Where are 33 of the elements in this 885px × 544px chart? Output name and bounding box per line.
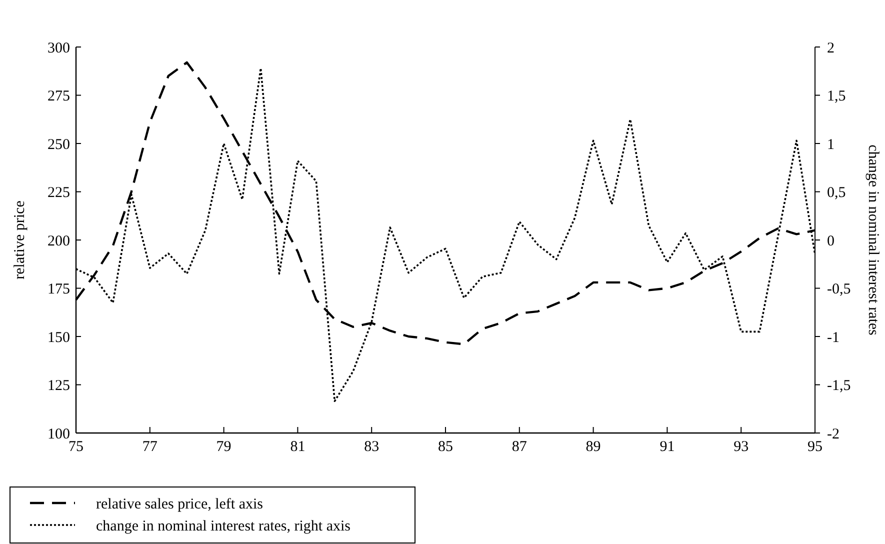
- x-tick-label: 93: [734, 439, 749, 455]
- y-tick-label: 100: [48, 426, 70, 442]
- y2-tick-label: 0,5: [827, 185, 846, 201]
- x-tick-label: 81: [290, 439, 306, 455]
- legend-label: relative sales price, left axis: [96, 496, 264, 512]
- y2-tick-label: -2: [827, 426, 840, 442]
- y-tick-label: 125: [48, 378, 70, 394]
- y2-tick-label: -0,5: [827, 282, 851, 298]
- x-tick-label: 95: [808, 439, 822, 455]
- y2-tick-label: 2: [827, 40, 834, 56]
- y2-tick-label: -1: [827, 330, 840, 346]
- x-tick-label: 91: [660, 439, 675, 455]
- y2-tick-label: 1,5: [827, 88, 846, 104]
- y2-tick-label: 0: [827, 233, 834, 250]
- x-tick-label: 87: [512, 439, 528, 455]
- y-tick-label: 200: [48, 233, 70, 250]
- y2-tick-label: -1,5: [827, 378, 851, 394]
- y2-tick-label: 1: [827, 136, 834, 153]
- x-tick-label: 75: [68, 439, 84, 455]
- legend-label: change in nominal interest rates, right axis: [96, 518, 351, 534]
- x-tick-label: 79: [216, 439, 232, 455]
- x-tick-label: 85: [438, 439, 453, 455]
- y2-axis-title: change in nominal interest rates: [865, 144, 881, 336]
- y-tick-label: 275: [48, 88, 70, 104]
- y-tick-label: 150: [48, 330, 70, 346]
- x-tick-label: 89: [586, 439, 601, 455]
- y-tick-label: 250: [48, 136, 70, 153]
- y-axis-title: relative price: [12, 200, 28, 280]
- y-tick-label: 175: [48, 282, 70, 298]
- x-tick-label: 77: [142, 439, 158, 455]
- x-tick-label: 83: [364, 439, 380, 455]
- y-tick-label: 300: [48, 40, 70, 56]
- y-tick-label: 225: [48, 185, 70, 201]
